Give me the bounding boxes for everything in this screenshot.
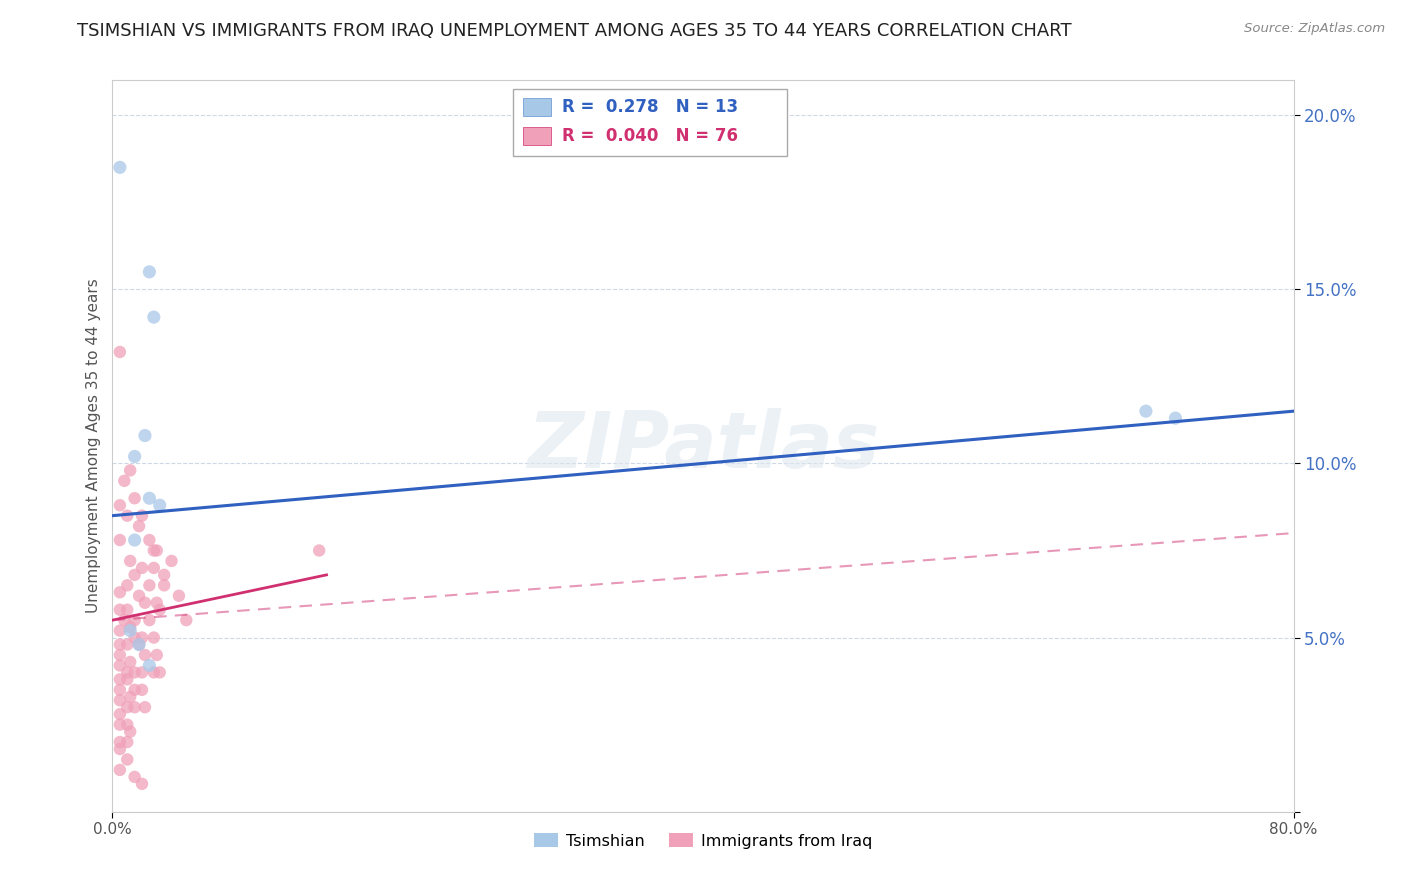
Point [153,567,176,582]
Point [146,543,169,558]
Point [124,533,146,547]
Point [142,631,165,645]
Text: TSIMSHIAN VS IMMIGRANTS FROM IRAQ UNEMPLOYMENT AMONG AGES 35 TO 44 YEARS CORRELA: TSIMSHIAN VS IMMIGRANTS FROM IRAQ UNEMPL… [77,22,1071,40]
Point [108,735,131,749]
Point [149,603,172,617]
Point [153,578,176,592]
Point [108,742,131,756]
Point [117,735,138,749]
Point [1164,411,1187,425]
Y-axis label: Unemployment Among Ages 35 to 44 years: Unemployment Among Ages 35 to 44 years [86,278,101,614]
Point [131,508,153,523]
Text: Source: ZipAtlas.com: Source: ZipAtlas.com [1244,22,1385,36]
Point [120,624,142,638]
Point [149,665,172,680]
Point [167,589,190,603]
Point [124,665,146,680]
Point [138,265,160,279]
Point [120,655,142,669]
Point [112,474,135,488]
Point [138,658,160,673]
Point [108,682,131,697]
Point [138,491,160,506]
Point [108,648,131,662]
Point [120,463,142,477]
Point [117,752,138,766]
Point [120,724,142,739]
Point [124,700,146,714]
Point [134,428,156,442]
Point [131,561,153,575]
Point [131,682,153,697]
Point [134,596,156,610]
Point [124,450,146,464]
Point [108,603,131,617]
Point [108,624,131,638]
Point [1135,404,1157,418]
Text: R =  0.278   N = 13: R = 0.278 N = 13 [562,98,738,116]
Point [124,770,146,784]
Point [142,543,165,558]
Point [308,543,330,558]
Point [108,658,131,673]
Point [134,700,156,714]
Point [131,631,153,645]
Point [108,498,131,512]
Point [124,631,146,645]
Point [124,567,146,582]
Point [174,613,197,627]
Point [124,682,146,697]
Point [108,673,131,687]
Point [124,491,146,506]
Point [117,665,138,680]
Point [146,648,169,662]
Point [117,673,138,687]
Point [117,717,138,731]
Point [124,613,146,627]
Point [108,707,131,722]
Point [138,578,160,592]
Point [149,498,172,512]
Point [108,717,131,731]
Point [142,310,165,325]
Point [108,638,131,652]
Point [131,665,153,680]
Point [160,554,183,568]
Point [131,777,153,791]
Point [120,554,142,568]
Point [134,648,156,662]
Point [117,638,138,652]
Point [128,589,150,603]
Point [117,700,138,714]
Point [108,345,131,359]
Point [142,665,165,680]
Text: ZIPatlas: ZIPatlas [527,408,879,484]
Point [128,638,150,652]
Point [112,613,135,627]
Point [108,763,131,777]
Point [138,533,160,547]
Point [108,161,131,175]
Point [128,519,150,533]
Point [142,561,165,575]
Point [108,585,131,599]
Legend: Tsimshian, Immigrants from Iraq: Tsimshian, Immigrants from Iraq [527,827,879,855]
Point [120,620,142,634]
Point [128,638,150,652]
Point [108,693,131,707]
Point [117,508,138,523]
Point [146,596,169,610]
Point [120,690,142,704]
Text: R =  0.040   N = 76: R = 0.040 N = 76 [562,127,738,145]
Point [117,578,138,592]
Point [108,533,131,547]
Point [138,613,160,627]
Point [117,603,138,617]
